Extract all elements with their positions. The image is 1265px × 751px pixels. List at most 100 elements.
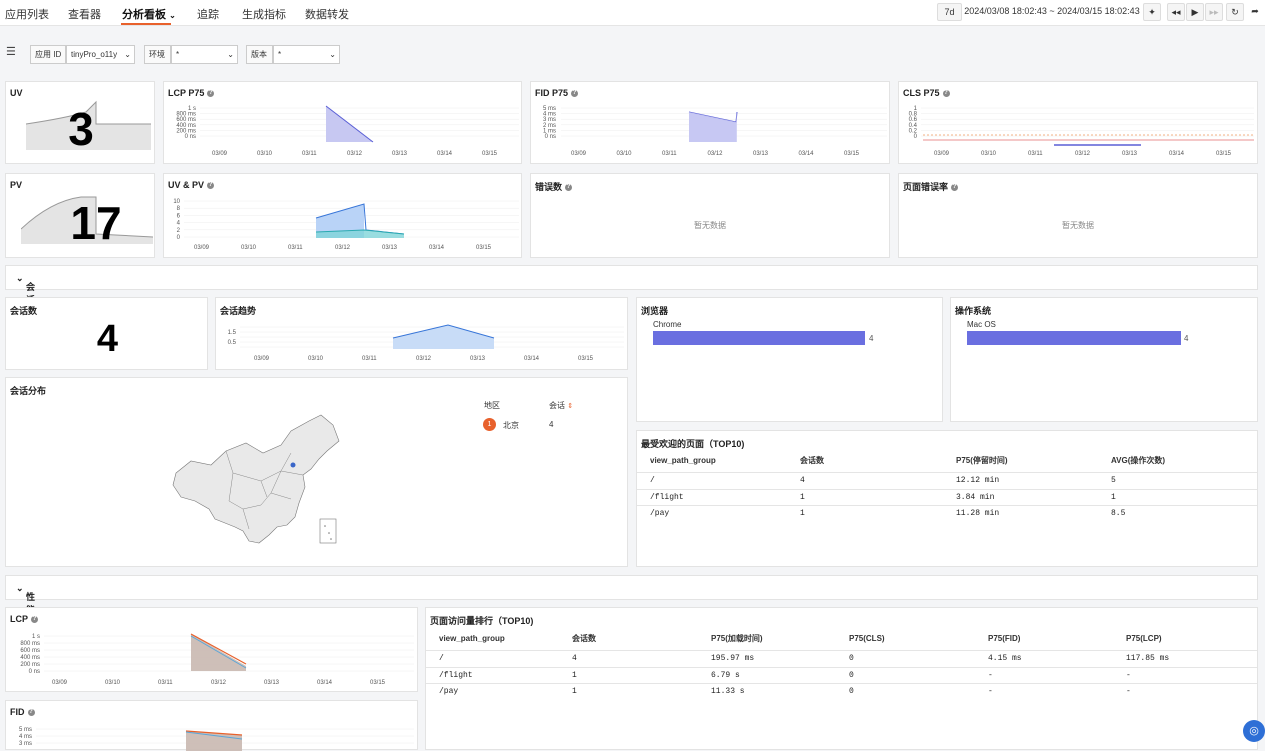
y-tick-label: 0 [177, 235, 181, 241]
tab-dashboard-label: 分析看板 [122, 9, 166, 21]
table-cell: 1 [800, 492, 805, 502]
china-map[interactable] [171, 413, 346, 548]
sessions-title: 会话数 [10, 306, 38, 316]
table-cell: 1 [572, 687, 577, 696]
x-tick-label: 03/13 [392, 151, 408, 157]
column-header: view_path_group [439, 634, 505, 643]
sessions-panel: 会话数 4 [5, 297, 208, 370]
table-row[interactable]: / 4 195.97 ms 0 4.15 ms 117.85 ms [426, 650, 1257, 666]
os-name: Mac OS [967, 320, 996, 329]
x-tick-label: 03/09 [52, 680, 68, 686]
help-icon[interactable]: ? [207, 182, 215, 190]
col-session-label: 会话 [549, 401, 565, 410]
fid-title-text: FID [10, 707, 25, 717]
region-name: 北京 [503, 421, 519, 430]
y-tick-label: 800 ms [176, 112, 196, 118]
tab-viewer[interactable]: 查看器 [68, 9, 101, 21]
page-visits-table: view_path_group 会话数 P75(加载时间) P75(CLS) P75(F… [426, 630, 1257, 730]
region-count: 4 [549, 420, 554, 429]
time-range-picker[interactable]: 2024/03/08 18:02:43 ~ 2024/03/15 18:02:4… [964, 3, 1140, 21]
tab-trace[interactable]: 追踪 [197, 9, 219, 21]
error-rate-panel: 页面错误率? 暂无数据 [898, 173, 1258, 258]
table-row[interactable]: /pay 1 11.28 min 8.5 [637, 505, 1257, 521]
table-cell: 6.79 s [711, 670, 740, 680]
table-row[interactable]: /flight 1 6.79 s 0 - - [426, 666, 1257, 683]
x-tick-label: 03/15 [370, 680, 386, 686]
help-icon[interactable]: ? [31, 616, 38, 624]
share-icon[interactable]: ➦ [1247, 3, 1263, 21]
table-cell: 4 [572, 654, 577, 663]
x-tick-label: 03/12 [1075, 151, 1091, 157]
x-tick-label: 03/14 [1169, 151, 1185, 157]
tab-data-forward[interactable]: 数据转发 [305, 9, 349, 21]
uv-pv-title-text: UV & PV [168, 180, 205, 190]
browser-value: 4 [869, 334, 874, 343]
x-tick-label: 03/09 [194, 245, 210, 251]
session-section-header[interactable]: ⌄ 会话分析 [5, 265, 1258, 331]
rank-badge: 1 [483, 418, 496, 431]
table-row[interactable]: / 4 12.12 min 5 [637, 472, 1257, 488]
table-cell: - [988, 687, 993, 696]
x-tick-label: 03/11 [158, 680, 173, 686]
y-tick-label: 2 ms [543, 123, 556, 129]
table-cell: - [988, 670, 993, 680]
tab-app-list[interactable]: 应用列表 [5, 9, 49, 21]
table-row[interactable]: /pay 1 11.33 s 0 - - [426, 683, 1257, 699]
table-cell: 4 [800, 476, 805, 485]
popular-pages-title: 最受欢迎的页面（TOP10) [641, 439, 745, 449]
help-icon[interactable]: ? [942, 90, 950, 98]
table-cell: 0 [849, 670, 854, 680]
assistant-button[interactable]: ◎ [1243, 720, 1265, 742]
y-tick-label: 6 [177, 213, 181, 219]
pin-icon[interactable]: ✦ [1143, 3, 1161, 21]
filter-icon[interactable]: ☰ [6, 46, 16, 58]
col-session-header[interactable]: 会话 ⇕ [549, 400, 573, 411]
y-tick-label: 3 ms [19, 741, 32, 747]
help-icon[interactable]: ? [565, 184, 573, 192]
x-tick-label: 03/14 [317, 680, 333, 686]
refresh-icon[interactable]: ↻ [1226, 3, 1244, 21]
y-tick-label: 0.6 [909, 117, 918, 123]
lcp-p75-title: LCP P75? [168, 88, 215, 98]
tab-generate-metrics[interactable]: 生成指标 [242, 9, 286, 21]
y-tick-label: 1 [914, 106, 918, 112]
y-tick-label: 8 [177, 206, 181, 212]
chevron-down-icon: ⌄ [124, 50, 131, 59]
perf-section-label: ⌄ 性能分析 [16, 583, 35, 641]
table-cell: 1 [800, 509, 805, 518]
column-header: 会话数 [800, 456, 824, 465]
error-count-title: 错误数? [535, 180, 573, 193]
help-icon[interactable]: ? [951, 184, 959, 192]
table-row[interactable]: /flight 1 3.84 min 1 [637, 488, 1257, 505]
y-tick-label: 0.5 [228, 340, 237, 346]
play-icon[interactable]: ▶ [1186, 3, 1204, 21]
step-forward-icon[interactable]: ▸▸ [1205, 3, 1223, 21]
version-value: * [278, 50, 282, 59]
app-id-label: 应用 ID [30, 45, 66, 64]
step-back-icon[interactable]: ◂◂ [1167, 3, 1185, 21]
session-trend-title: 会话趋势 [220, 306, 257, 316]
x-tick-label: 03/13 [264, 680, 280, 686]
x-tick-label: 03/14 [429, 245, 445, 251]
tab-dashboard[interactable]: 分析看板 ⌄ [122, 6, 176, 22]
y-tick-label: 1 s [188, 106, 196, 112]
env-select[interactable]: * ⌄ [171, 45, 238, 64]
y-tick-label: 0.2 [909, 128, 918, 134]
col-region-header: 地区 [484, 401, 500, 410]
help-icon[interactable]: ? [571, 90, 579, 98]
app-id-select[interactable]: tinyPro_o11y ⌄ [66, 45, 135, 64]
os-panel: 操作系统 Mac OS 4 [950, 297, 1258, 422]
perf-section-header[interactable]: ⌄ 性能分析 [5, 575, 1258, 641]
table-cell: 4.15 ms [988, 654, 1022, 663]
range-short-button[interactable]: 7d [937, 3, 962, 21]
pv-sparkline [21, 196, 153, 244]
column-header: P75(LCP) [1126, 634, 1162, 643]
help-icon[interactable]: ? [207, 90, 215, 98]
popular-pages-table: view_path_group 会话数 P75(停留时间) AVG(操作次数) / 4 12… [637, 452, 1257, 552]
help-icon[interactable]: ? [27, 709, 35, 717]
sort-icon[interactable]: ⇕ [567, 403, 574, 410]
version-select[interactable]: * ⌄ [273, 45, 340, 64]
y-tick-label: 1 s [32, 634, 40, 640]
chevron-down-icon: ⌄ [227, 50, 234, 59]
pv-panel: PV 17 [5, 173, 155, 258]
